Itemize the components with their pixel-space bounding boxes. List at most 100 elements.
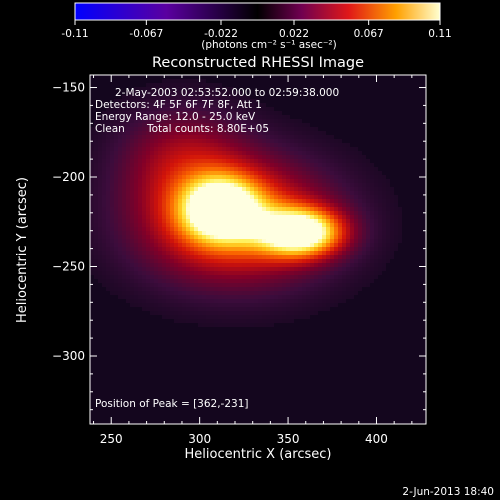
heatmap-cell [106,259,110,263]
heatmap-cell [262,103,266,107]
heatmap-cell [298,207,302,211]
heatmap-cell [326,171,330,175]
heatmap-cell [206,291,210,295]
heatmap-cell [198,303,202,307]
heatmap-cell [114,231,118,235]
heatmap-cell [122,191,126,195]
heatmap-cell [158,223,162,227]
heatmap-cell [102,143,106,147]
heatmap-cell [294,199,298,203]
heatmap-cell [238,183,242,187]
heatmap-cell [214,251,218,255]
heatmap-cell [246,215,250,219]
heatmap-cell [130,207,134,211]
heatmap-cell [214,135,218,139]
heatmap-cell [162,171,166,175]
heatmap-cell [270,299,274,303]
heatmap-cell [274,119,278,123]
heatmap-cell [266,195,270,199]
heatmap-cell [218,279,222,283]
heatmap-cell [318,307,322,311]
heatmap-cell [154,283,158,287]
heatmap-cell [310,191,314,195]
heatmap-cell [130,291,134,295]
heatmap-cell [274,267,278,271]
heatmap-cell [214,199,218,203]
heatmap-cell [218,139,222,143]
heatmap-cell [322,183,326,187]
heatmap-cell [258,247,262,251]
heatmap-cell [166,183,170,187]
heatmap-cell [114,239,118,243]
heatmap-cell [222,183,226,187]
heatmap-cell [242,139,246,143]
heatmap-cell [190,171,194,175]
heatmap-cell [198,207,202,211]
heatmap-cell [350,243,354,247]
heatmap-cell [170,311,174,315]
timestamp: 2-Jun-2013 18:40 [402,486,494,498]
heatmap-cell [298,171,302,175]
heatmap-cell [206,143,210,147]
heatmap-cell [218,227,222,231]
heatmap-cell [314,207,318,211]
heatmap-cell [286,243,290,247]
heatmap-cell [314,271,318,275]
heatmap-cell [350,167,354,171]
heatmap-cell [262,127,266,131]
heatmap-cell [306,179,310,183]
heatmap-cell [166,103,170,107]
heatmap-cell [202,283,206,287]
heatmap-cell [366,255,370,259]
heatmap-cell [362,171,366,175]
heatmap-cell [110,207,114,211]
heatmap-cell [222,227,226,231]
heatmap-cell [206,243,210,247]
heatmap-cell [186,183,190,187]
heatmap-cell [150,243,154,247]
heatmap-cell [250,211,254,215]
heatmap-cell [154,259,158,263]
heatmap-cell [242,215,246,219]
heatmap-cell [302,163,306,167]
heatmap-cell [250,119,254,123]
heatmap-cell [126,299,130,303]
heatmap-cell [278,207,282,211]
heatmap-cell [390,203,394,207]
heatmap-cell [98,155,102,159]
heatmap-cell [242,211,246,215]
heatmap-cell [262,259,266,263]
heatmap-cell [210,155,214,159]
heatmap-cell [398,207,402,211]
heatmap-cell [134,299,138,303]
heatmap-cell [158,103,162,107]
heatmap-cell [218,275,222,279]
heatmap-cell [274,227,278,231]
heatmap-cell [270,227,274,231]
heatmap-cell [202,303,206,307]
heatmap-cell [250,131,254,135]
heatmap-cell [178,247,182,251]
heatmap-cell [306,227,310,231]
heatmap-cell [322,175,326,179]
heatmap-cell [202,311,206,315]
heatmap-cell [130,159,134,163]
heatmap-cell [386,187,390,191]
heatmap-cell [238,251,242,255]
heatmap-cell [338,179,342,183]
heatmap-cell [194,259,198,263]
heatmap-cell [242,123,246,127]
heatmap-cell [266,171,270,175]
heatmap-cell [166,223,170,227]
heatmap-cell [98,275,102,279]
heatmap-cell [142,171,146,175]
heatmap-cell [98,127,102,131]
heatmap-cell [166,191,170,195]
heatmap-cell [322,135,326,139]
heatmap-cell [154,95,158,99]
heatmap-cell [194,115,198,119]
heatmap-cell [342,243,346,247]
heatmap-cell [126,135,130,139]
heatmap-cell [102,115,106,119]
heatmap-cell [146,279,150,283]
